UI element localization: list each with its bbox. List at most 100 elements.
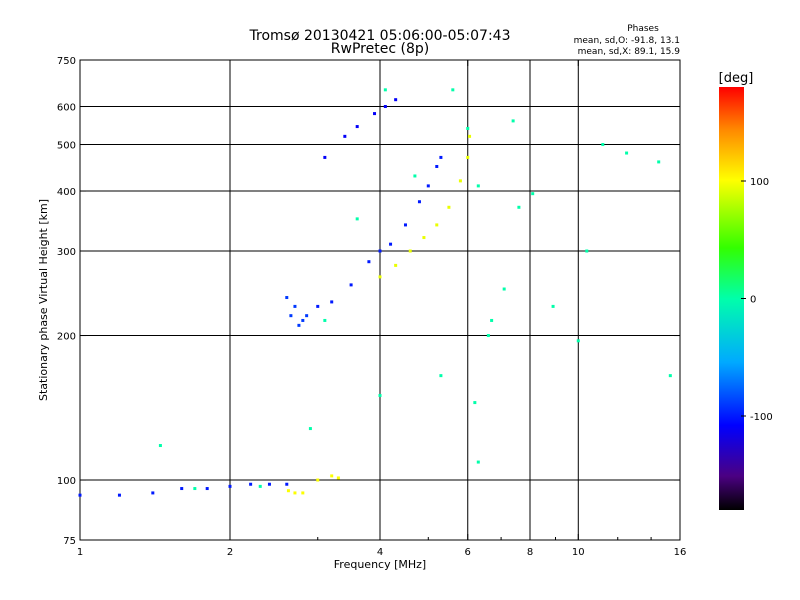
data-point — [422, 236, 426, 240]
data-point — [316, 478, 320, 482]
data-point — [228, 484, 232, 488]
y-tick-label: 75 — [63, 536, 76, 547]
data-point — [383, 105, 387, 109]
data-point — [468, 134, 472, 138]
data-point — [486, 334, 490, 338]
data-point — [476, 460, 480, 464]
data-point — [585, 249, 589, 253]
y-tick-label: 600 — [57, 103, 76, 114]
data-point — [383, 88, 387, 92]
data-point — [394, 98, 398, 102]
x-axis-label: Frequency [MHz] — [334, 558, 426, 571]
data-point — [417, 200, 421, 204]
x-tick-label: 6 — [465, 547, 471, 558]
data-point — [447, 205, 451, 209]
stats-title: Phases — [627, 24, 659, 34]
data-point — [293, 304, 297, 308]
data-point — [378, 275, 382, 279]
data-point — [551, 304, 555, 308]
data-point — [293, 491, 297, 495]
data-point — [180, 487, 184, 491]
x-tick-label: 4 — [377, 547, 383, 558]
colorbar-tick-label: -100 — [750, 412, 773, 423]
data-point — [343, 134, 347, 138]
data-point — [336, 476, 340, 480]
colorbar-ticks: 100 0 -100 — [741, 177, 773, 423]
data-point — [394, 263, 398, 267]
data-point — [305, 314, 309, 318]
data-point — [297, 323, 301, 327]
chart-title-line2: RwPretec (8p) — [331, 41, 429, 57]
data-point — [435, 223, 439, 227]
data-point — [285, 482, 289, 486]
stats-line-x: mean, sd,X: 89.1, 15.9 — [578, 47, 681, 57]
data-points — [78, 88, 672, 497]
x-tick-label: 16 — [674, 547, 687, 558]
data-point — [285, 296, 289, 300]
y-tick-label: 500 — [57, 141, 76, 152]
x-tick-label: 10 — [572, 547, 585, 558]
data-point — [301, 491, 305, 495]
data-point — [466, 155, 470, 159]
data-point — [408, 249, 412, 253]
data-point — [601, 143, 605, 147]
data-point — [151, 491, 155, 495]
y-tick-label: 300 — [57, 247, 76, 258]
data-point — [389, 242, 393, 246]
data-point — [205, 487, 209, 491]
y-tick-label: 200 — [57, 332, 76, 343]
data-point — [286, 489, 290, 493]
y-axis-ticks: 75 100 200 300 400 500 600 750 — [57, 56, 680, 547]
x-tick-label: 1 — [77, 547, 83, 558]
colorbar-tick-label: 100 — [750, 177, 769, 188]
data-point — [458, 179, 462, 183]
data-point — [413, 174, 417, 178]
data-point — [490, 318, 494, 322]
data-point — [301, 318, 305, 322]
data-point — [289, 314, 293, 318]
data-point — [78, 493, 82, 497]
y-tick-label: 400 — [57, 187, 76, 198]
data-point — [258, 484, 262, 488]
data-point — [330, 300, 334, 304]
data-point — [367, 260, 371, 264]
data-point — [355, 217, 359, 221]
data-point — [511, 119, 515, 123]
data-point — [378, 249, 382, 253]
x-tick-label: 2 — [227, 547, 233, 558]
x-axis-ticks: 1 2 4 6 8 10 16 — [77, 60, 687, 558]
data-point — [466, 126, 470, 130]
data-point — [378, 394, 382, 398]
data-point — [193, 487, 197, 491]
data-point — [439, 374, 443, 378]
data-point — [625, 151, 629, 155]
data-point — [517, 205, 521, 209]
data-point — [451, 88, 455, 92]
chart-title-line1: Tromsø 20130421 05:06:00-05:07:43 — [249, 28, 511, 44]
colorbar-label: [deg] — [719, 71, 754, 86]
data-point — [267, 482, 271, 486]
data-point — [323, 155, 327, 159]
data-point — [476, 184, 480, 188]
data-point — [330, 474, 334, 478]
data-point — [316, 304, 320, 308]
x-tick-label: 8 — [527, 547, 533, 558]
data-point — [473, 401, 477, 405]
y-tick-label: 100 — [57, 476, 76, 487]
data-point — [355, 125, 359, 129]
colorbar — [719, 87, 744, 510]
data-point — [249, 482, 253, 486]
data-point — [158, 444, 162, 448]
colorbar-tick-label: 0 — [750, 295, 756, 306]
data-point — [373, 112, 377, 116]
y-axis-label: Stationary phase Virtual Height [km] — [37, 199, 50, 401]
data-point — [439, 155, 443, 159]
data-point — [531, 192, 535, 196]
data-point — [668, 374, 672, 378]
data-point — [435, 164, 439, 168]
data-point — [323, 318, 327, 322]
y-tick-label: 750 — [57, 56, 76, 67]
data-point — [308, 427, 312, 431]
stats-line-o: mean, sd,O: -91.8, 13.1 — [574, 36, 680, 46]
